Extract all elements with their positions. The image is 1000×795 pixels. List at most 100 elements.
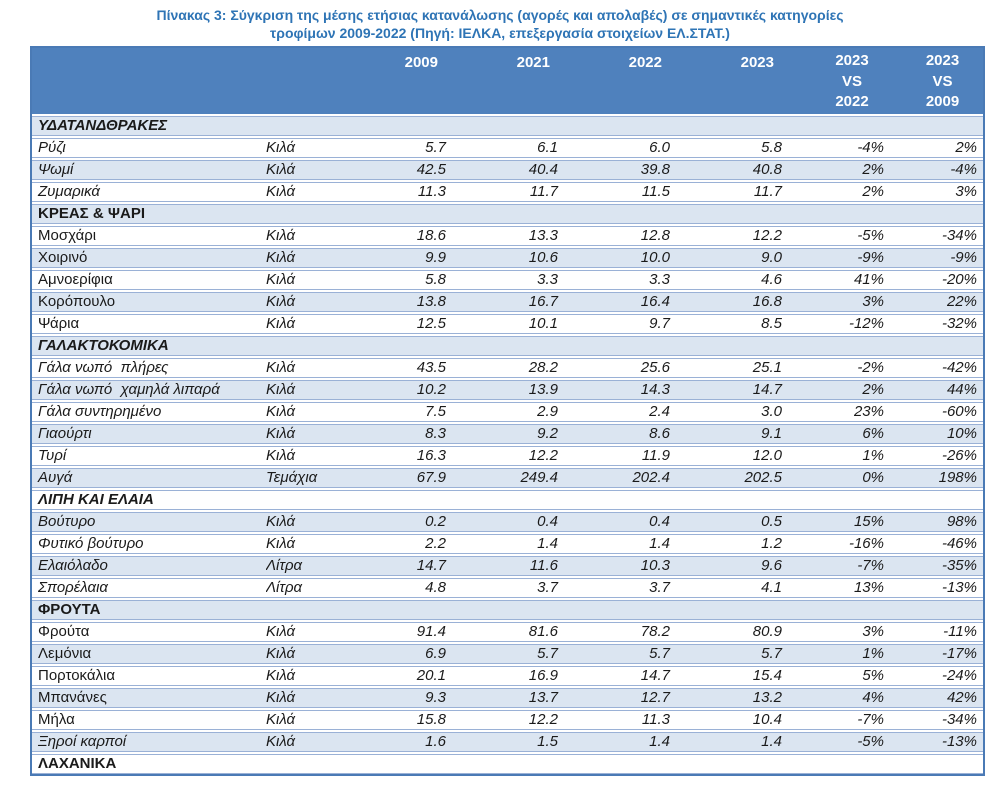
value-2023: 0.5	[761, 513, 782, 530]
value-2021: 81.6	[528, 623, 558, 640]
value-2009: 1.6	[425, 733, 446, 750]
value-2023-vs-2009: -35%	[941, 557, 977, 574]
value-2023-vs-2022: 3%	[862, 623, 884, 640]
category-label: ΛΙΠΗ ΚΑΙ ΕΛΑΙΑ	[38, 491, 154, 508]
value-2021: 249.4	[520, 469, 558, 486]
item-label: Λεμόνια	[38, 645, 92, 662]
value-2023-vs-2022: 5%	[862, 667, 884, 684]
value-2009: 43.5	[416, 359, 446, 376]
item-unit: Κιλά	[266, 227, 296, 244]
value-2009: 9.9	[425, 249, 446, 266]
data-table: 2009 2021 2022 2023 2023 VS 2022 2023 VS…	[30, 46, 985, 776]
item-unit: Κιλά	[266, 381, 296, 398]
value-2009: 11.3	[417, 183, 446, 200]
value-2023: 9.6	[761, 557, 782, 574]
value-2023-vs-2009: -60%	[941, 403, 977, 420]
value-2021: 13.9	[528, 381, 558, 398]
value-2023: 8.5	[761, 315, 782, 332]
value-2023-vs-2009: -34%	[941, 711, 977, 728]
value-2023-vs-2022: 23%	[853, 403, 884, 420]
value-2021: 16.7	[528, 293, 558, 310]
value-2022: 12.7	[640, 689, 670, 706]
value-2009: 10.2	[416, 381, 446, 398]
value-2021: 11.6	[529, 557, 558, 574]
item-label: Βούτυρο	[38, 513, 96, 530]
table-row: Τυρί Κιλά 16.3 12.2 11.9 12.0 1% -26%	[32, 446, 983, 466]
item-unit: Κιλά	[266, 711, 296, 728]
value-2023-vs-2022: -7%	[857, 711, 884, 728]
item-label: Ζυμαρικά	[38, 183, 100, 200]
value-2023: 80.9	[752, 623, 782, 640]
value-2009: 13.8	[416, 293, 446, 310]
table-row: Ψωμί Κιλά 42.5 40.4 39.8 40.8 2% -4%	[32, 160, 983, 180]
item-label: Γάλα νωπό χαμηλά λιπαρά	[38, 381, 220, 398]
value-2023-vs-2022: 1%	[862, 645, 884, 662]
value-2022: 5.7	[649, 645, 670, 662]
item-label: Σπορέλαια	[38, 579, 108, 596]
value-2021: 10.1	[528, 315, 558, 332]
value-2023: 12.2	[752, 227, 782, 244]
header-line: 2023	[835, 52, 869, 69]
value-2022: 1.4	[649, 733, 670, 750]
value-2023-vs-2009: 22%	[946, 293, 977, 310]
item-label: Γιαούρτι	[38, 425, 92, 442]
value-2009: 6.9	[425, 645, 446, 662]
item-label: Τυρί	[38, 447, 67, 464]
value-2021: 13.3	[528, 227, 558, 244]
value-2023-vs-2022: 2%	[862, 381, 884, 398]
value-2023-vs-2022: 0%	[862, 469, 884, 486]
caption-line-1: Πίνακας 3: Σύγκριση της μέσης ετήσιας κα…	[156, 7, 844, 23]
value-2023: 9.1	[761, 425, 782, 442]
value-2023-vs-2022: 2%	[862, 183, 884, 200]
value-2022: 11.5	[641, 183, 670, 200]
value-2009: 0.2	[425, 513, 446, 530]
value-2023-vs-2009: 2%	[955, 139, 977, 156]
item-label: Μπανάνες	[38, 689, 107, 706]
table-row: Γάλα συντηρημένο Κιλά 7.5 2.9 2.4 3.0 23% -60%	[32, 402, 983, 422]
table-row: Μήλα Κιλά 15.8 12.2 11.3 10.4 -7% -34%	[32, 710, 983, 730]
value-2023-vs-2022: -4%	[857, 139, 884, 156]
value-2023-vs-2009: -20%	[941, 271, 977, 288]
item-unit: Κιλά	[266, 447, 296, 464]
table-row: Μπανάνες Κιλά 9.3 13.7 12.7 13.2 4% 42%	[32, 688, 983, 708]
item-unit: Λίτρα	[266, 579, 303, 596]
value-2023-vs-2022: -7%	[857, 557, 884, 574]
table-row: Αυγά Τεμάχια 67.9 249.4 202.4 202.5 0% 198%	[32, 468, 983, 488]
item-unit: Κιλά	[266, 139, 296, 156]
header-line: 2009	[925, 93, 960, 110]
value-2023: 5.8	[761, 139, 782, 156]
value-2022: 6.0	[649, 139, 670, 156]
value-2009: 9.3	[425, 689, 446, 706]
item-unit: Τεμάχια	[266, 469, 318, 486]
table-header: 2009 2021 2022 2023 2023 VS 2022 2023 VS…	[32, 48, 983, 114]
value-2023: 4.6	[761, 271, 782, 288]
value-2023: 40.8	[752, 161, 782, 178]
value-2023: 16.8	[752, 293, 782, 310]
col-header-2023-vs-2009: 2023 VS 2009	[902, 48, 983, 114]
item-label: Ψάρια	[38, 315, 80, 332]
value-2021: 0.4	[537, 513, 558, 530]
table-row: Γιαούρτι Κιλά 8.3 9.2 8.6 9.1 6% 10%	[32, 424, 983, 444]
value-2022: 2.4	[649, 403, 670, 420]
value-2009: 2.2	[425, 535, 446, 552]
value-2021: 16.9	[528, 667, 558, 684]
value-2022: 3.3	[649, 271, 670, 288]
value-2021: 1.5	[537, 733, 558, 750]
value-2022: 14.3	[640, 381, 670, 398]
item-label: Ρύζι	[38, 139, 66, 156]
value-2023-vs-2022: 1%	[862, 447, 884, 464]
value-2021: 12.2	[528, 711, 558, 728]
value-2009: 20.1	[416, 667, 446, 684]
item-unit: Κιλά	[266, 623, 296, 640]
value-2022: 14.7	[640, 667, 670, 684]
value-2023: 5.7	[761, 645, 782, 662]
value-2022: 12.8	[640, 227, 670, 244]
item-label: Πορτοκάλια	[38, 667, 116, 684]
item-label: Αυγά	[38, 469, 73, 486]
category-label: ΛΑΧΑΝΙΚΑ	[38, 755, 117, 772]
value-2021: 13.7	[528, 689, 558, 706]
item-label: Χοιρινό	[38, 249, 88, 266]
value-2023: 15.4	[752, 667, 782, 684]
item-unit: Κιλά	[266, 425, 296, 442]
table-row: Ελαιόλαδο Λίτρα 14.7 11.6 10.3 9.6 -7% -35%	[32, 556, 983, 576]
